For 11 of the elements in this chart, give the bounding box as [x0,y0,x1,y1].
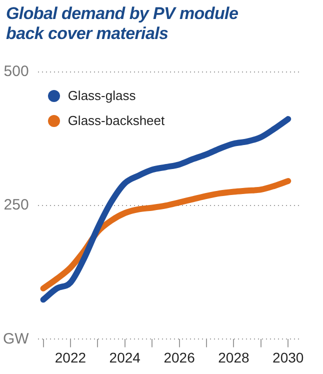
legend-label: Glass-backsheet [68,113,165,128]
chart-title: Global demand by PV module back cover materials [6,4,240,44]
y-tick-label: GW [2,330,30,348]
legend-label: Glass-glass [68,88,136,103]
x-tick-label: 2026 [164,349,196,366]
x-tick-label: 2028 [218,349,250,366]
x-tick-label: 2022 [54,349,86,366]
y-tick-label: 250 [4,196,29,214]
x-tick-label: 2030 [272,349,304,366]
y-tick-label: 500 [4,63,29,80]
x-tick-label: 2024 [109,349,141,366]
